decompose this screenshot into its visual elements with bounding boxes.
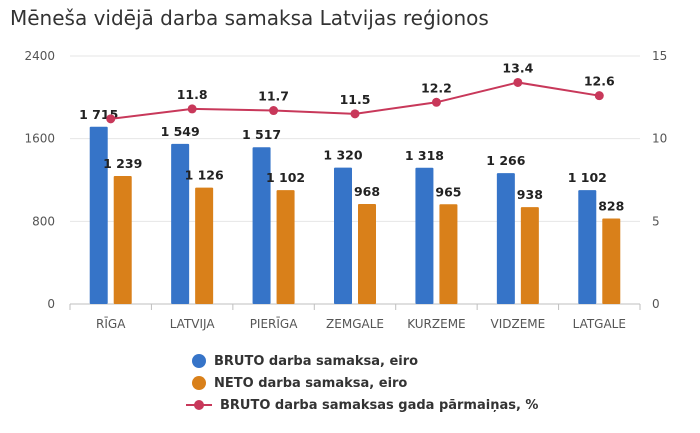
- bar-bruto: [89, 126, 108, 305]
- legend-label-change: BRUTO darba samaksas gada pārmaiņas, %: [220, 397, 539, 413]
- y-left-tick-label: 1600: [24, 132, 55, 146]
- category-label: ZEMGALE: [326, 317, 384, 331]
- data-label-bruto: 1 549: [161, 124, 200, 139]
- legend: BRUTO darba samaksa, eiro NETO darba sam…: [186, 350, 539, 416]
- data-label-bruto: 1 318: [405, 148, 444, 163]
- data-label-change: 11.5: [340, 92, 371, 107]
- bar-bruto: [334, 167, 352, 304]
- legend-swatch-change: [186, 398, 212, 412]
- data-label-change: 13.4: [502, 60, 533, 75]
- bar-bruto: [496, 173, 515, 304]
- data-label-bruto: 1 266: [486, 153, 525, 168]
- point-change: [594, 91, 604, 101]
- y-left-tick-label: 0: [47, 297, 55, 311]
- chart-title: Mēneša vidējā darba samaksa Latvijas reģ…: [10, 6, 489, 30]
- y-right-tick-label: 5: [652, 214, 660, 228]
- category-label: VIDZEME: [490, 317, 545, 331]
- data-label-neto: 938: [517, 187, 543, 202]
- y-right-tick-label: 10: [652, 132, 667, 146]
- data-label-neto: 828: [598, 198, 624, 213]
- bar-neto: [113, 175, 132, 304]
- y-right-tick-label: 0: [652, 297, 660, 311]
- data-label-bruto: 1 102: [568, 170, 607, 185]
- legend-swatch-bruto: [192, 354, 206, 368]
- legend-label-neto: NETO darba samaksa, eiro: [214, 375, 408, 391]
- bar-neto: [195, 187, 214, 304]
- bar-neto: [602, 218, 621, 304]
- category-label: RĪGA: [96, 317, 126, 331]
- category-label: LATGALE: [573, 317, 626, 331]
- data-label-neto: 968: [354, 184, 380, 199]
- data-label-change: 11.7: [258, 89, 289, 104]
- legend-label-bruto: BRUTO darba samaksa, eiro: [214, 353, 419, 369]
- data-label-bruto: 1 517: [242, 127, 281, 142]
- point-change: [431, 97, 441, 107]
- point-change: [350, 109, 360, 119]
- y-left-tick-label: 2400: [24, 49, 55, 63]
- point-change: [269, 106, 279, 116]
- data-label-neto: 1 239: [103, 156, 142, 171]
- point-change: [106, 114, 116, 124]
- point-change: [513, 77, 523, 87]
- bar-bruto: [171, 143, 190, 304]
- data-label-change: 12.6: [584, 74, 615, 89]
- bar-bruto: [252, 147, 271, 304]
- data-label-neto: 1 102: [266, 170, 305, 185]
- bar-neto: [276, 190, 295, 304]
- bar-neto: [520, 207, 539, 304]
- legend-item-bruto[interactable]: BRUTO darba samaksa, eiro: [192, 350, 538, 372]
- bar-bruto: [415, 167, 434, 304]
- data-label-neto: 1 126: [185, 168, 224, 183]
- legend-item-neto[interactable]: NETO darba samaksa, eiro: [192, 372, 538, 394]
- data-label-neto: 965: [435, 184, 461, 199]
- category-label: KURZEME: [407, 317, 465, 331]
- legend-swatch-neto: [192, 376, 206, 390]
- y-right-tick-label: 15: [652, 49, 667, 63]
- point-change: [187, 104, 197, 114]
- bar-neto: [358, 203, 376, 304]
- bar-bruto: [578, 190, 597, 304]
- y-left-tick-label: 800: [32, 214, 55, 228]
- category-label: LATVIJA: [170, 317, 216, 331]
- bar-neto: [439, 204, 458, 304]
- data-label-bruto: 1 320: [323, 148, 362, 163]
- category-label: PIERĪGA: [250, 317, 299, 331]
- legend-item-change[interactable]: BRUTO darba samaksas gada pārmaiņas, %: [186, 394, 539, 416]
- data-label-change: 11.8: [177, 87, 208, 102]
- data-label-change: 12.2: [421, 80, 452, 95]
